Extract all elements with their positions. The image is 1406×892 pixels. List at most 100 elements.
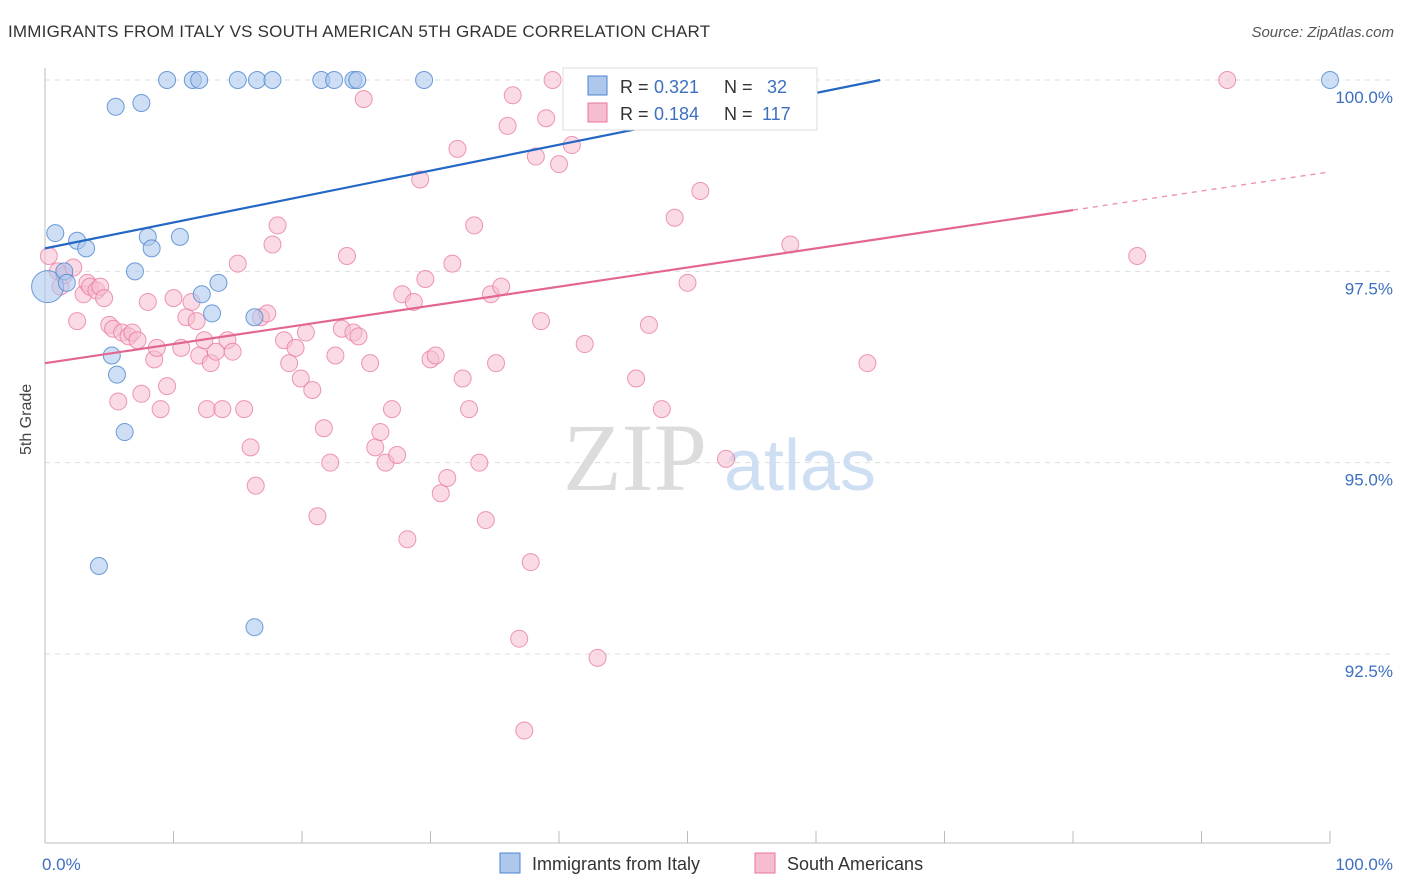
stats-r-label-blue: R = (620, 77, 649, 97)
stats-legend: R = 0.321 N = 32 R = 0.184 N = 117 (562, 67, 818, 131)
south-americans-point (296, 323, 315, 342)
south-americans-point (588, 648, 607, 667)
legend-label-south-americans: South Americans (787, 854, 923, 874)
tick-labels: 92.5% 95.0% 97.5% 100.0% 0.0% 100.0% (42, 88, 1393, 874)
south-americans-point (280, 354, 299, 373)
italy-point (348, 71, 367, 89)
italy-point (190, 71, 209, 89)
y-tick-label: 95.0% (1345, 471, 1393, 490)
italy-point (115, 423, 134, 442)
south-americans-point (314, 419, 333, 438)
south-americans-point (268, 216, 287, 235)
italy-point (245, 618, 264, 637)
south-americans-point (223, 342, 242, 361)
south-americans-trend-line (44, 209, 1074, 365)
chart-title: IMMIGRANTS FROM ITALY VS SOUTH AMERICAN … (8, 22, 711, 41)
south-americans-point (1128, 247, 1147, 266)
south-americans-point (246, 476, 265, 495)
south-americans-point (575, 335, 594, 354)
italy-point (325, 71, 344, 89)
south-americans-point (151, 400, 170, 419)
south-americans-point (371, 423, 390, 442)
south-americans-point (263, 235, 282, 254)
south-americans-point (515, 721, 534, 740)
south-americans-point (158, 377, 177, 396)
south-americans-point (132, 384, 151, 403)
south-americans-point (416, 269, 435, 288)
south-americans-point (382, 400, 401, 419)
stats-swatch-pink (587, 102, 608, 123)
italy-point (263, 71, 282, 89)
legend-label-italy: Immigrants from Italy (532, 854, 700, 874)
south-americans-point (388, 446, 407, 465)
legend-swatch-south-americans (754, 852, 776, 874)
south-americans-point (537, 109, 556, 128)
south-americans-point (652, 400, 671, 419)
stats-r-value-blue: 0.321 (654, 77, 699, 97)
south-americans-point (197, 400, 216, 419)
south-americans-point (354, 90, 373, 109)
south-americans-point (453, 369, 472, 388)
south-americans-point (465, 216, 484, 235)
italy-point (209, 273, 228, 292)
italy-point (57, 273, 76, 292)
italy-point (228, 71, 247, 89)
italy-point (46, 224, 65, 243)
south-americans-point (411, 170, 430, 189)
south-americans-point (717, 449, 736, 468)
south-americans-point (164, 289, 183, 308)
south-americans-point (510, 629, 529, 648)
y-tick-label: 92.5% (1345, 662, 1393, 681)
y-tick-label: 97.5% (1345, 279, 1393, 298)
south-americans-point (398, 530, 417, 549)
south-americans-point (476, 511, 495, 530)
watermark-atlas: atlas (724, 426, 876, 506)
south-americans-point (431, 484, 450, 503)
y-tick-label: 100.0% (1335, 88, 1393, 107)
source-label: Source: ZipAtlas.com (1251, 24, 1394, 41)
south-americans-point (361, 354, 380, 373)
italy-point (170, 227, 189, 246)
italy-point (102, 346, 121, 365)
south-americans-point (639, 315, 658, 334)
south-americans-point (438, 468, 457, 487)
south-americans-point (550, 155, 568, 174)
italy-point (132, 93, 151, 112)
south-americans-point (291, 369, 310, 388)
south-americans-point (526, 147, 545, 166)
south-americans-point (39, 247, 58, 266)
south-americans-point (138, 292, 157, 311)
south-americans-point (321, 453, 340, 472)
italy-point (203, 304, 222, 323)
south-americans-point (337, 247, 356, 266)
south-americans-point (68, 312, 87, 331)
south-americans-point (503, 86, 522, 105)
south-americans-point (691, 181, 710, 200)
south-americans-point (241, 438, 260, 457)
bottom-legend: Immigrants from Italy South Americans (499, 852, 923, 874)
south-americans-point (460, 400, 479, 419)
x-tick-label-min: 0.0% (42, 855, 81, 874)
south-americans-point (665, 208, 684, 227)
stats-n-value-blue: 32 (767, 77, 787, 97)
south-americans-point (678, 273, 697, 292)
south-americans-point (492, 277, 511, 296)
italy-point (107, 365, 126, 384)
south-americans-point (128, 331, 147, 350)
watermark-zip: ZIP (563, 404, 707, 511)
south-americans-point (858, 354, 877, 373)
stats-n-label-blue: N = (724, 77, 753, 97)
south-americans-point (228, 254, 247, 273)
south-americans-point (366, 438, 385, 457)
stats-r-value-pink: 0.184 (654, 104, 699, 124)
stats-r-label-pink: R = (620, 104, 649, 124)
italy-point (89, 556, 108, 575)
south-americans-point (235, 400, 254, 419)
italy-point (245, 308, 264, 327)
south-americans-point (532, 312, 551, 331)
south-americans-point (95, 289, 114, 308)
south-americans-point (286, 338, 305, 357)
south-americans-point (521, 553, 540, 572)
italy-points (31, 71, 1339, 637)
